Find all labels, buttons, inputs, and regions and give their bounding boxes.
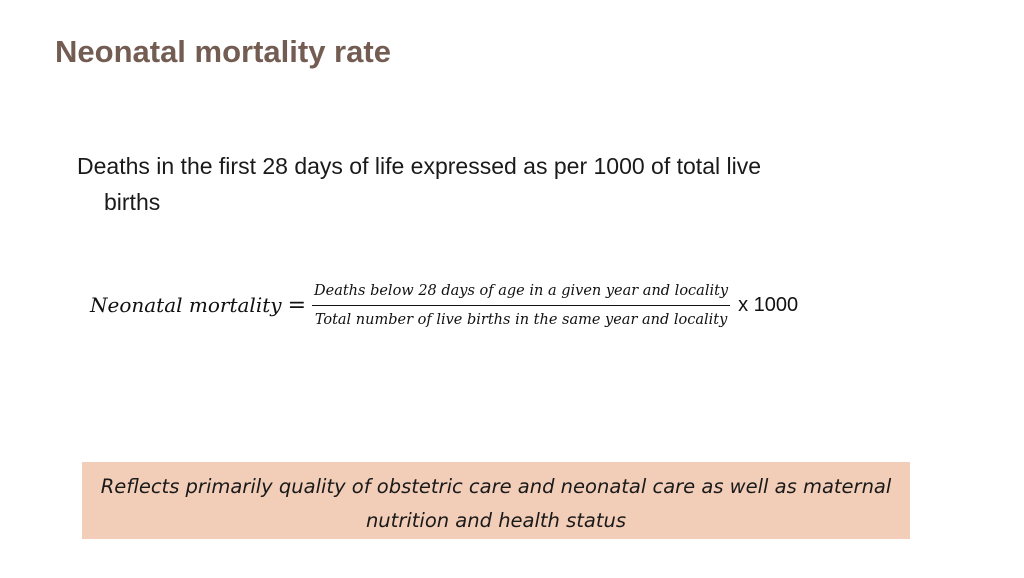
formula-denominator: Total number of live births in the same … xyxy=(314,311,728,328)
formula-equals: = xyxy=(287,292,306,318)
note-line-2: nutrition and health status xyxy=(365,509,627,532)
formula-fraction: Deaths below 28 days of age in a given y… xyxy=(312,280,731,331)
formula-lhs: Neonatal mortality xyxy=(90,293,282,317)
definition-line-2: births xyxy=(104,189,161,215)
slide-title: Neonatal mortality rate xyxy=(55,34,391,69)
formula-numerator: Deaths below 28 days of age in a given y… xyxy=(314,282,729,299)
note-box: Reflects primarily quality of obstetric … xyxy=(82,462,910,539)
definition-text: Deaths in the first 28 days of life expr… xyxy=(77,148,927,220)
definition-line-1: Deaths in the first 28 days of life expr… xyxy=(77,153,761,179)
formula-multiplier: x 1000 xyxy=(738,293,799,316)
fraction-bar xyxy=(312,304,731,306)
note-line-1: Reflects primarily quality of obstetric … xyxy=(100,475,892,498)
mortality-formula: Neonatal mortality = Deaths below 28 day… xyxy=(90,278,798,332)
